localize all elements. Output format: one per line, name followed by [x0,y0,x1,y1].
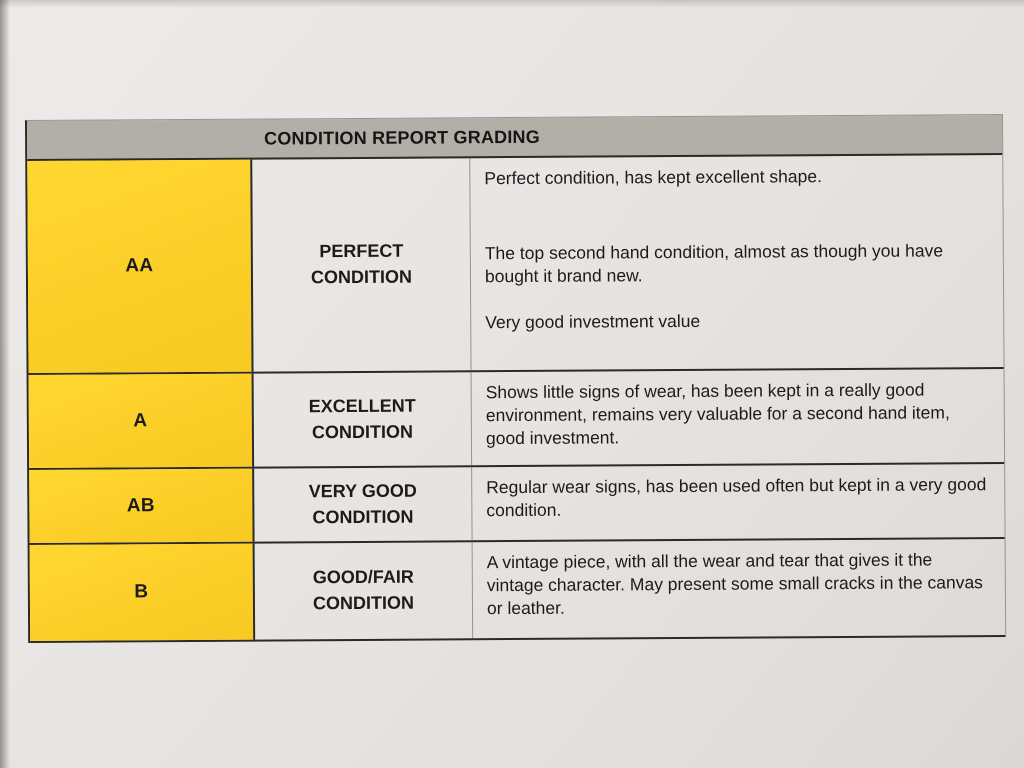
grade-cell: B [29,543,256,641]
paper-edge-shadow [0,0,10,768]
condition-grading-table: CONDITION REPORT GRADING AA PERFECT COND… [25,114,1007,643]
condition-text: VERY GOOD CONDITION [308,480,417,527]
grade-text: A [133,409,148,431]
grade-text: AA [125,255,154,277]
table-row: B GOOD/FAIR CONDITION A vintage piece, w… [29,539,1006,643]
condition-text: GOOD/FAIR CONDITION [312,567,415,614]
table-row: AA PERFECT CONDITION Perfect condition, … [27,155,1004,375]
condition-text: PERFECT CONDITION [310,241,413,288]
grade-cell: A [28,373,255,468]
table-header: CONDITION REPORT GRADING [27,115,1003,161]
table-row: A EXCELLENT CONDITION Shows little signs… [28,369,1005,470]
condition-cell: EXCELLENT CONDITION [253,372,473,467]
condition-text: EXCELLENT CONDITION [308,395,416,442]
description-cell: Regular wear signs, has been used often … [472,464,1004,540]
grade-cell: AA [27,159,254,373]
table-title: CONDITION REPORT GRADING [264,126,540,149]
description-paragraph: The top second hand condition, almost as… [484,240,944,287]
condition-cell: GOOD/FAIR CONDITION [254,542,474,640]
description-paragraph: Shows little signs of wear, has been kep… [485,379,950,449]
description-paragraph: Perfect condition, has kept excellent sh… [484,166,822,189]
grade-cell: AB [29,468,255,543]
description-cell: A vintage piece, with all the wear and t… [473,539,1006,638]
description-paragraph: A vintage piece, with all the wear and t… [486,549,983,619]
description-cell: Shows little signs of wear, has been kep… [472,369,1005,465]
description-cell: Perfect condition, has kept excellent sh… [470,155,1003,370]
description-paragraph: Very good investment value [485,311,701,333]
table-row: AB VERY GOOD CONDITION Regular wear sign… [29,464,1005,545]
paper-edge-shadow [0,0,1024,8]
condition-cell: PERFECT CONDITION [252,158,472,372]
grade-text: AB [126,494,155,516]
description-paragraph: Regular wear signs, has been used often … [486,474,987,521]
grade-text: B [134,581,149,603]
condition-cell: VERY GOOD CONDITION [254,467,473,542]
